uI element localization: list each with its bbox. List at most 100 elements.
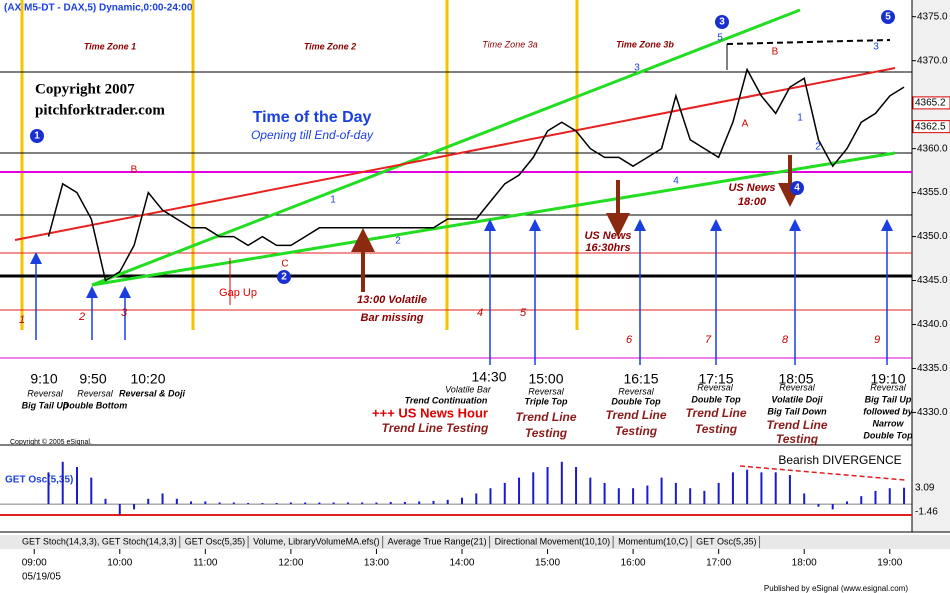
annotation: Reversal bbox=[697, 382, 734, 392]
annotation: A bbox=[742, 119, 749, 130]
annotation: 10:20 bbox=[130, 371, 165, 387]
annotation: 1 bbox=[19, 314, 25, 326]
annotation: 4 bbox=[794, 183, 800, 194]
tab[interactable]: GET Stoch(14,3,3), GET Stoch(14,3,3) bbox=[22, 536, 177, 546]
x-tick-label: 09:00 bbox=[22, 558, 47, 569]
x-tick-label: 11:00 bbox=[193, 558, 218, 569]
annotation: 16:30hrs bbox=[585, 242, 630, 254]
osc-value-label: 3.09 bbox=[915, 482, 935, 493]
tab[interactable]: Directional Movement(10,10) bbox=[495, 536, 611, 546]
news-arrows bbox=[351, 155, 802, 292]
annotation: 3 bbox=[634, 63, 640, 74]
annotation: 5 bbox=[520, 307, 527, 319]
annotation: 6 bbox=[626, 334, 633, 346]
annotation: 1 bbox=[330, 195, 336, 206]
date-label: 05/19/05 bbox=[22, 572, 61, 583]
annotation: +++ US News Hour bbox=[372, 405, 488, 420]
marker-circle bbox=[715, 15, 729, 29]
y-tick-label: 4340.0 bbox=[917, 319, 948, 330]
price-axis-bg bbox=[912, 0, 950, 532]
tab[interactable]: Momentum(10,C) bbox=[618, 536, 688, 546]
annotation: Double Top bbox=[611, 396, 661, 406]
annotation: 2 bbox=[395, 236, 401, 247]
annotation: Testing bbox=[525, 426, 568, 440]
annotation: Reversal bbox=[77, 388, 114, 398]
annotation: 15:00 bbox=[528, 371, 563, 387]
annotation: Triple Top bbox=[524, 396, 568, 406]
annotation: Time Zone 3a bbox=[482, 39, 537, 49]
annotation: 14:30 bbox=[471, 369, 506, 385]
tab[interactable]: GET Osc(5,35) bbox=[185, 536, 245, 546]
annotation: US News bbox=[728, 182, 775, 194]
annotation: B bbox=[131, 165, 138, 176]
annotation: 9:50 bbox=[79, 371, 106, 387]
x-tick-label: 10:00 bbox=[107, 558, 132, 569]
annotation: Big Tail Down bbox=[767, 406, 827, 416]
annotation: Time Zone 1 bbox=[84, 41, 136, 51]
annotation: 16:15 bbox=[623, 371, 658, 387]
annotation: Narrow bbox=[872, 418, 904, 428]
annotation: Reversal bbox=[27, 388, 64, 398]
annotation: Time Zone 3b bbox=[616, 39, 674, 49]
osc-annotation: Bearish DIVERGENCE bbox=[778, 453, 901, 467]
annotation: 9:10 bbox=[30, 371, 57, 387]
annotation: 13:00 Volatile bbox=[357, 294, 427, 306]
annotation: 19:10 bbox=[870, 371, 905, 387]
annotation: Trend Line bbox=[605, 408, 666, 422]
annotation: US News bbox=[584, 230, 631, 242]
signal-arrows bbox=[30, 219, 893, 365]
annotation: Reversal bbox=[618, 386, 655, 396]
chart-title: (AX M5-DT - DAX,5) Dynamic,0:00-24:00 bbox=[4, 3, 193, 14]
annotation: Testing bbox=[776, 432, 819, 446]
tab[interactable]: Average True Range(21) bbox=[388, 536, 487, 546]
y-tick-label: 4370.0 bbox=[917, 55, 948, 66]
price-marker bbox=[912, 96, 950, 110]
annotation: 7 bbox=[705, 334, 712, 346]
annotation: Bar missing bbox=[361, 312, 424, 324]
annotation: Volatile Bar bbox=[445, 384, 492, 394]
tab[interactable]: Volume, LibraryVolumeMA.efs() bbox=[253, 536, 380, 546]
annotation: 9 bbox=[874, 334, 880, 346]
x-tick-label: 19:00 bbox=[877, 558, 902, 569]
annotation: Double Top bbox=[863, 430, 913, 440]
price-marker-label: 4362.5 bbox=[915, 121, 946, 132]
y-tick-label: 4375.0 bbox=[917, 11, 948, 22]
annotation: C bbox=[281, 259, 288, 270]
annotation: Trend Line bbox=[766, 418, 827, 432]
x-tick-label: 18:00 bbox=[792, 558, 817, 569]
annotation: Copyright 2007 bbox=[35, 81, 135, 97]
annotation: 3 bbox=[121, 307, 128, 319]
annotation: Reversal & Doji bbox=[119, 388, 186, 398]
x-tick-label: 13:00 bbox=[364, 558, 389, 569]
price-marker-label: 4365.2 bbox=[915, 98, 946, 109]
annotation: 1 bbox=[34, 131, 40, 142]
y-tick-label: 4360.0 bbox=[917, 143, 948, 154]
annotation: Big Tail Up bbox=[865, 394, 912, 404]
annotation: 17:15 bbox=[698, 371, 733, 387]
annotation: 1 bbox=[797, 113, 803, 124]
annotation: Reversal bbox=[779, 382, 816, 392]
footer: Published by eSignal (www.esignal.com) bbox=[764, 584, 908, 593]
annotation: 2 bbox=[281, 272, 287, 283]
annotation: 4 bbox=[477, 307, 483, 319]
annotation: 5 bbox=[885, 12, 891, 23]
annotation: Double Top bbox=[691, 394, 741, 404]
annotation: Testing bbox=[615, 424, 658, 438]
annotation: Opening till End-of-day bbox=[251, 128, 374, 142]
tab[interactable]: GET Osc(5,35) bbox=[696, 536, 756, 546]
annotation: B bbox=[772, 47, 779, 58]
marker-circle bbox=[790, 181, 804, 195]
annotation: 2 bbox=[815, 142, 821, 153]
y-tick-label: 4335.0 bbox=[917, 363, 948, 374]
levels bbox=[0, 71, 912, 359]
x-tick-label: 15:00 bbox=[535, 558, 560, 569]
annotation: Big Tail Up bbox=[22, 400, 69, 410]
annotation: Time of the Day bbox=[253, 109, 372, 126]
annotation: 5 bbox=[717, 33, 723, 44]
y-tick-label: 4355.0 bbox=[917, 187, 948, 198]
annotation: 8 bbox=[782, 334, 789, 346]
annotation: Reversal bbox=[870, 382, 907, 392]
annotation: Time Zone 2 bbox=[304, 41, 356, 51]
